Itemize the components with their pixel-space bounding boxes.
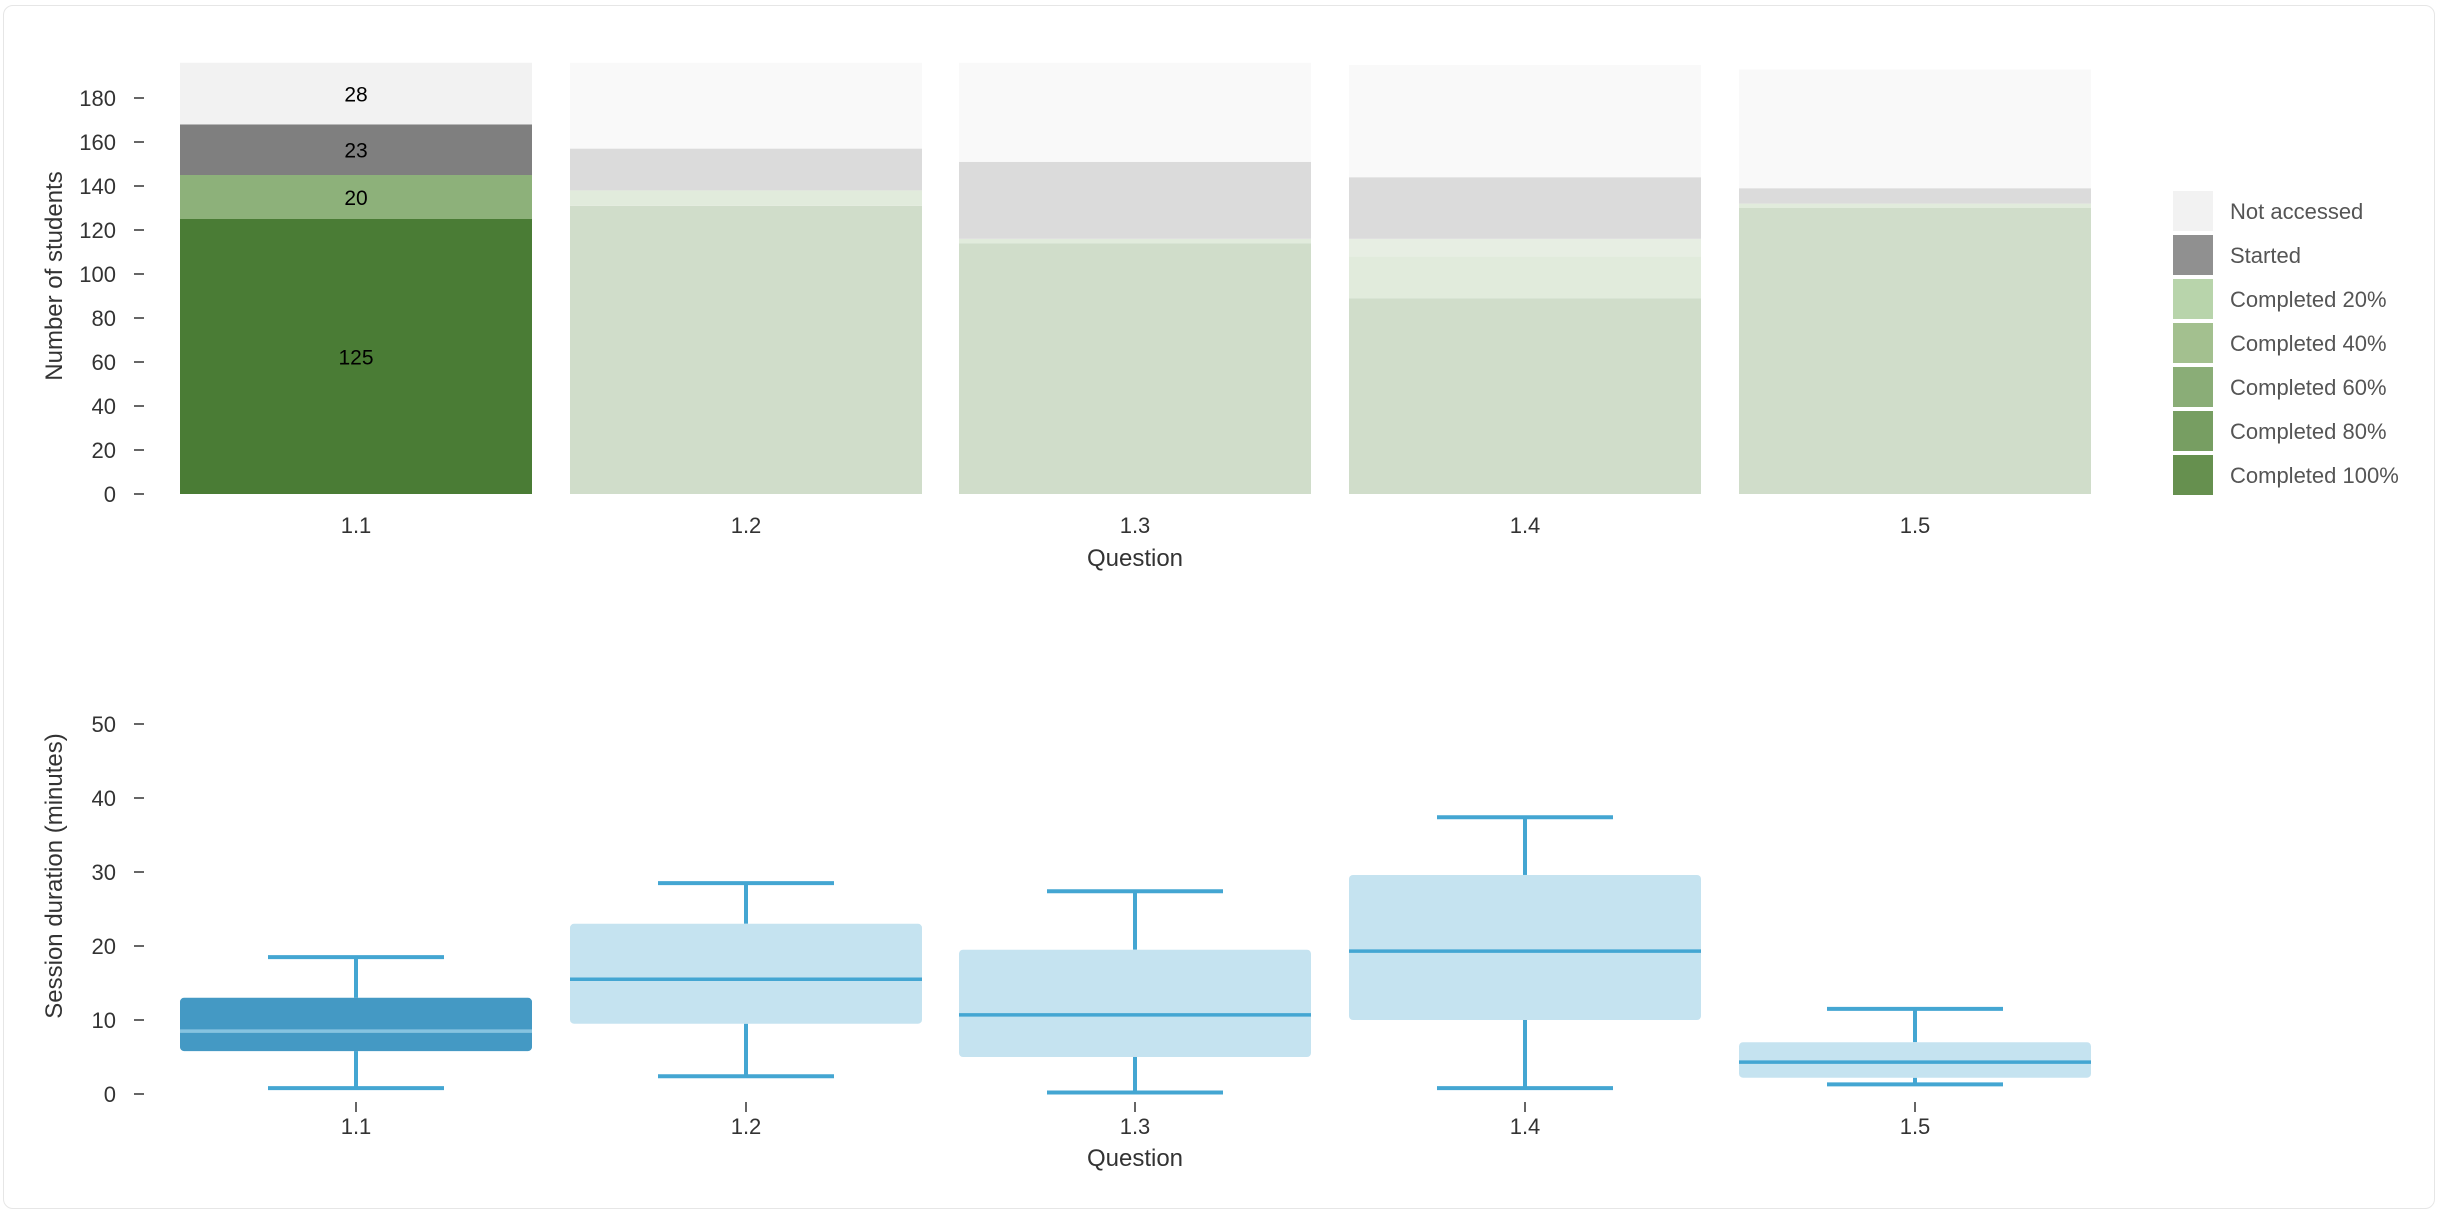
bar-segment (570, 190, 922, 206)
legend-swatch (2173, 323, 2213, 363)
x-tick-label: 1.4 (1510, 513, 1541, 538)
y-tick-label: 20 (92, 934, 116, 959)
y-tick-label: 0 (104, 482, 116, 507)
x-tick-label: 1.3 (1120, 513, 1151, 538)
x-tick-label: 1.1 (341, 1114, 372, 1139)
y-tick-label: 10 (92, 1008, 116, 1033)
legend-swatch (2173, 455, 2213, 495)
legend-label: Started (2230, 243, 2301, 268)
x-tick-label: 1.5 (1900, 513, 1931, 538)
bar-segment (570, 62, 922, 149)
y-tick-label: 40 (92, 786, 116, 811)
y-tick-label: 50 (92, 712, 116, 737)
y-tick-label: 80 (92, 306, 116, 331)
legend-label: Completed 40% (2230, 331, 2387, 356)
iqr-box (570, 923, 922, 1024)
x-axis-title: Question (1087, 545, 1183, 572)
legend-swatch (2173, 235, 2213, 275)
bar-segment (180, 175, 532, 219)
legend-swatch (2173, 411, 2213, 451)
bar-data-label: 20 (344, 187, 367, 210)
legend-label: Completed 20% (2230, 287, 2387, 312)
legend-label: Not accessed (2230, 199, 2363, 224)
x-tick-label: 1.4 (1510, 1114, 1541, 1139)
bar-segment (1349, 298, 1701, 494)
bar-segment (959, 161, 1311, 239)
bar-segment (1739, 208, 2091, 494)
bar-segment (180, 62, 532, 125)
legend-swatch (2173, 279, 2213, 319)
bar-data-label: 125 (338, 347, 373, 370)
y-tick-label: 40 (92, 394, 116, 419)
y-tick-label: 120 (79, 218, 116, 243)
bar-segment (180, 219, 532, 494)
bar-segment (959, 243, 1311, 494)
legend-label: Completed 60% (2230, 375, 2387, 400)
iqr-box (1739, 1042, 2091, 1078)
x-tick-label: 1.5 (1900, 1114, 1931, 1139)
bar-segment (959, 238, 1311, 244)
iqr-box (180, 997, 532, 1052)
bar-data-label: 28 (344, 84, 367, 107)
x-tick-label: 1.1 (341, 513, 372, 538)
y-tick-label: 180 (79, 86, 116, 111)
bar-segment (1349, 177, 1701, 239)
bar-segment (1739, 188, 2091, 204)
legend-label: Completed 100% (2230, 463, 2399, 488)
bar-segment (1739, 203, 2091, 208)
bar-segment (1739, 69, 2091, 189)
completion-bar-chart: 0 20 40 60 80 100 120 140 160 180 Number of studen… (41, 62, 2091, 572)
bar-segment (570, 205, 922, 495)
y-tick-label: 140 (79, 174, 116, 199)
y-tick-label: 60 (92, 350, 116, 375)
iqr-box (959, 949, 1311, 1057)
bar-segment (1349, 256, 1701, 299)
x-axis-title: Question (1087, 1145, 1183, 1172)
bar-segment (1349, 65, 1701, 178)
y-axis-title: Number of students (41, 171, 68, 380)
y-tick-label: 0 (104, 1082, 116, 1107)
bar-segment (959, 62, 1311, 162)
iqr-box (1349, 874, 1701, 1020)
legend-swatch (2173, 191, 2213, 231)
completion-legend: Not accessed Started Completed 20% Complete… (2173, 191, 2399, 495)
y-tick-label: 20 (92, 438, 116, 463)
y-tick-label: 30 (92, 860, 116, 885)
legend-label: Completed 80% (2230, 419, 2387, 444)
y-axis-title: Session duration (minutes) (41, 733, 68, 1018)
x-tick-label: 1.2 (731, 513, 762, 538)
bar-segment (180, 124, 532, 175)
bar-segment (1349, 238, 1701, 257)
bar-data-label: 23 (344, 140, 367, 163)
x-tick-label: 1.2 (731, 1114, 762, 1139)
legend-swatch (2173, 367, 2213, 407)
duration-boxplot-chart: 0 10 20 30 40 50 Session duration (minutes) 1.1… (41, 712, 2091, 1172)
bar-segment (570, 148, 922, 191)
y-tick-label: 160 (79, 130, 116, 155)
y-tick-label: 100 (79, 262, 116, 287)
x-tick-label: 1.3 (1120, 1114, 1151, 1139)
